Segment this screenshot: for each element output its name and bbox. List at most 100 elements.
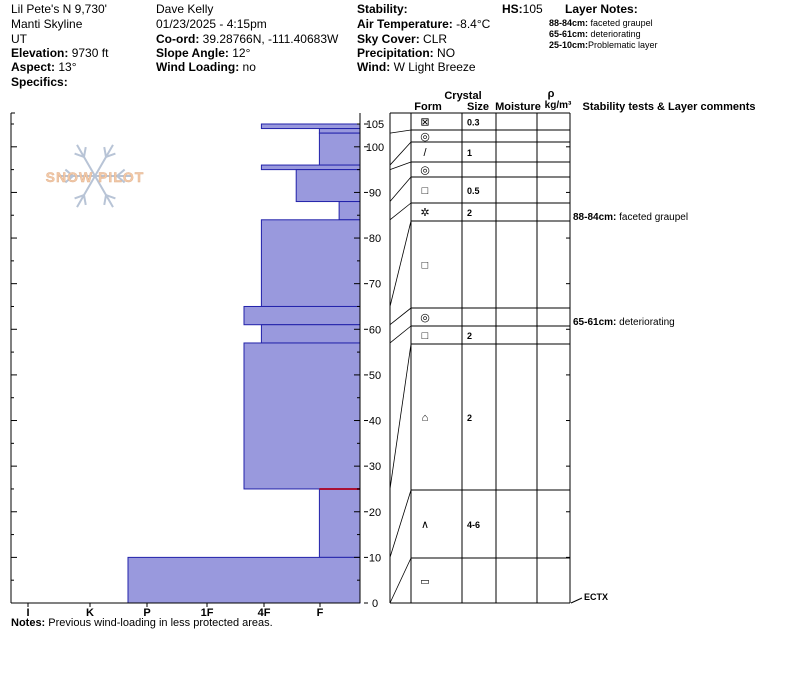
layer-comment-range: 88-84cm: bbox=[573, 212, 619, 223]
snowpilot-logo: SNOW PILOT bbox=[45, 144, 144, 208]
notes: Notes: Previous wind-loading in less pro… bbox=[11, 617, 273, 629]
header-crystal: Crystal bbox=[444, 90, 481, 102]
depth-label: 20 bbox=[369, 507, 381, 519]
header-moisture: Moisture bbox=[495, 101, 541, 113]
depth-label: 70 bbox=[369, 279, 381, 291]
crystal-size: 4-6 bbox=[467, 520, 480, 530]
observer: Dave Kelly bbox=[156, 2, 214, 16]
wind-loading: Wind Loading: no bbox=[156, 60, 256, 74]
layer-connector bbox=[389, 557, 412, 604]
stability-test-label: ECTX bbox=[584, 592, 608, 602]
hardness-bar bbox=[243, 305, 361, 326]
layer-comment-range: 65-61cm: bbox=[573, 317, 619, 328]
layer-connector bbox=[389, 307, 412, 326]
elevation: Elevation: 9730 ft bbox=[11, 46, 109, 60]
depth-label: 40 bbox=[369, 416, 381, 428]
header-stability-comments: Stability tests & Layer comments bbox=[582, 101, 755, 113]
depth-label: 90 bbox=[369, 187, 381, 199]
crystal-form-symbol: ◎ bbox=[420, 165, 430, 177]
header-form: Form bbox=[414, 101, 442, 113]
layer-connector bbox=[389, 343, 412, 490]
hardness-bar bbox=[127, 556, 361, 604]
location-range: Manti Skyline bbox=[11, 17, 83, 31]
aspect: Aspect: 13° bbox=[11, 60, 77, 74]
crystal-form-symbol: ⊠ bbox=[420, 117, 429, 129]
hardness-label: I bbox=[26, 607, 29, 619]
precipitation: Precipitation: NO bbox=[357, 46, 456, 60]
sky-cover: Sky Cover: CLR bbox=[357, 32, 448, 46]
snowflake-arm bbox=[94, 175, 114, 208]
air-temperature: Air Temperature: -8.4°C bbox=[357, 17, 491, 31]
hardness-label: K bbox=[86, 607, 94, 619]
hardness-bar bbox=[260, 219, 361, 307]
hardness-bar bbox=[338, 201, 361, 221]
layer-connector bbox=[389, 161, 412, 170]
crystal-form-symbol: ◎ bbox=[420, 131, 430, 143]
crystal-form-symbol: ◎ bbox=[420, 312, 430, 324]
header-rho: ρ bbox=[548, 88, 555, 100]
snowflake-branch bbox=[116, 175, 126, 184]
hardness-bar bbox=[260, 164, 361, 171]
crystal-size: 2 bbox=[467, 413, 472, 423]
layer-notes-title: Layer Notes: bbox=[565, 2, 638, 16]
depth-label: 105 bbox=[366, 119, 384, 131]
depth-label: 50 bbox=[369, 370, 381, 382]
layer-comment-text: faceted graupel bbox=[619, 212, 688, 223]
snowflake-branch bbox=[83, 146, 87, 158]
location-name: Lil Pete's N 9,730' bbox=[11, 2, 107, 16]
snowflake-arm bbox=[76, 144, 96, 177]
crystal-size: 2 bbox=[467, 208, 472, 218]
layer-connector bbox=[389, 176, 412, 202]
hardness-bar bbox=[260, 123, 361, 130]
header-size: Size bbox=[467, 101, 489, 113]
crystal-size: 0.5 bbox=[467, 186, 480, 196]
snowflake-branch bbox=[64, 168, 74, 177]
snowflake-branch bbox=[103, 194, 107, 206]
crystal-form-symbol: □ bbox=[422, 330, 429, 342]
crystal-form-symbol: ✲ bbox=[420, 207, 429, 219]
snowflake-branch bbox=[103, 146, 107, 158]
depth-label: 10 bbox=[369, 552, 381, 564]
location-state: UT bbox=[11, 32, 27, 46]
depth-label: 0 bbox=[372, 598, 378, 610]
snowflake-branch bbox=[74, 152, 85, 158]
layer-connector bbox=[389, 129, 412, 134]
snowflake-branch bbox=[105, 152, 116, 158]
layer-connector bbox=[389, 220, 412, 307]
specifics: Specifics: bbox=[11, 75, 68, 89]
snowflake-branch bbox=[105, 194, 116, 200]
layer-connector bbox=[389, 141, 412, 166]
layer-note: 25-10cm:Problematic layer bbox=[549, 40, 658, 50]
depth-label: 100 bbox=[366, 142, 384, 154]
crystal-size: 1 bbox=[467, 148, 472, 158]
hardness-bar bbox=[318, 488, 361, 558]
crystal-form-symbol: ⌂ bbox=[422, 412, 429, 424]
snowflake-arm bbox=[94, 144, 114, 177]
depth-label: 80 bbox=[369, 233, 381, 245]
snow-height: HS:105 bbox=[502, 2, 543, 16]
crystal-form-symbol: □ bbox=[422, 260, 429, 272]
hardness-label: F bbox=[317, 607, 324, 619]
layer-connector bbox=[389, 325, 412, 344]
stability: Stability: bbox=[357, 2, 408, 16]
crystal-form-symbol: ▭ bbox=[420, 577, 429, 588]
snowflake-branch bbox=[64, 175, 74, 184]
layer-connector bbox=[389, 202, 412, 221]
depth-label: 30 bbox=[369, 461, 381, 473]
depth-label: 60 bbox=[369, 324, 381, 336]
crystal-form-symbol: / bbox=[423, 147, 427, 159]
layer-comment: 88-84cm: faceted graupel bbox=[573, 212, 688, 223]
hardness-label: 1F bbox=[201, 607, 214, 619]
layer-note: 65-61cm: deteriorating bbox=[549, 29, 641, 39]
snowflake-branch bbox=[74, 194, 85, 200]
crystal-size: 2 bbox=[467, 331, 472, 341]
hardness-bar bbox=[295, 169, 361, 203]
wind: Wind: W Light Breeze bbox=[357, 60, 476, 74]
hardness-bar bbox=[318, 132, 361, 166]
layer-comment: 65-61cm: deteriorating bbox=[573, 317, 675, 328]
hardness-label: P bbox=[143, 607, 150, 619]
crystal-form-symbol: ∧ bbox=[421, 519, 429, 531]
hardness-label: 4F bbox=[258, 607, 271, 619]
slope-angle: Slope Angle: 12° bbox=[156, 46, 251, 60]
